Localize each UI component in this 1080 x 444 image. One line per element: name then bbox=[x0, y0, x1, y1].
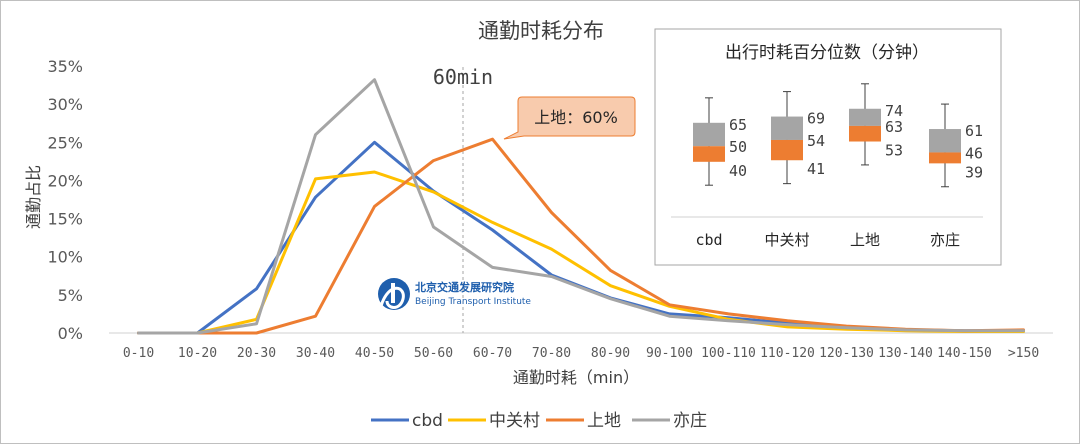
legend-label-0: cbd bbox=[412, 411, 443, 431]
box-category-label: 中关村 bbox=[764, 231, 809, 249]
box-value-label: 61 bbox=[965, 122, 983, 140]
y-axis-title: 通勤占比 bbox=[24, 165, 43, 229]
legend-label-2: 上地 bbox=[587, 411, 621, 431]
box-lower-1 bbox=[771, 139, 803, 161]
callout: 上地：60% bbox=[503, 96, 636, 140]
box-upper-1 bbox=[771, 116, 803, 140]
series-line-3 bbox=[137, 78, 1025, 335]
x-tick-label: >150 bbox=[1008, 346, 1039, 361]
y-tick-label: 30% bbox=[47, 95, 83, 114]
x-tick-label: 120-130 bbox=[819, 346, 874, 361]
x-tick-label: 140-150 bbox=[937, 346, 992, 361]
box-value-label: 54 bbox=[807, 132, 825, 150]
x-tick-label: 130-140 bbox=[878, 346, 933, 361]
logo-name-cn: 北京交通发展研究院 bbox=[415, 280, 514, 294]
threshold-60min-label: 60min bbox=[433, 65, 493, 89]
y-tick-label: 0% bbox=[58, 324, 83, 343]
x-tick-label: 40-50 bbox=[355, 346, 394, 361]
series-lines bbox=[137, 78, 1025, 335]
y-tick-label: 5% bbox=[58, 286, 83, 305]
box-value-label: 40 bbox=[729, 162, 747, 180]
callout-box bbox=[503, 96, 636, 140]
x-tick-label: 100-110 bbox=[701, 346, 756, 361]
x-tick-label: 20-30 bbox=[237, 346, 276, 361]
legend: cbd 中关村 上地 亦庄 bbox=[371, 411, 707, 431]
y-axis-ticks: 0% 5% 10% 15% 20% 25% 30% 35% bbox=[47, 57, 83, 343]
box-value-label: 74 bbox=[885, 102, 903, 120]
box-lower-3 bbox=[929, 152, 961, 164]
box-value-label: 69 bbox=[807, 110, 825, 128]
x-tick-label: 30-40 bbox=[296, 346, 335, 361]
x-tick-label: 70-80 bbox=[532, 346, 571, 361]
x-tick-label: 10-20 bbox=[178, 346, 217, 361]
logo-name-en: Beijing Transport Institute bbox=[415, 297, 531, 307]
box-lower-0 bbox=[693, 146, 725, 162]
box-upper-3 bbox=[929, 129, 961, 153]
bti-logo: 北京交通发展研究院 Beijing Transport Institute bbox=[378, 278, 531, 310]
x-tick-label: 50-60 bbox=[414, 346, 453, 361]
x-tick-label: 60-70 bbox=[473, 346, 512, 361]
box-value-label: 63 bbox=[885, 118, 903, 136]
box-value-label: 46 bbox=[965, 144, 983, 162]
x-tick-label: 80-90 bbox=[591, 346, 630, 361]
legend-label-3: 亦庄 bbox=[673, 411, 707, 431]
y-tick-label: 10% bbox=[47, 248, 83, 267]
logo-swoosh-icon bbox=[379, 286, 405, 309]
chart-title: 通勤时耗分布 bbox=[478, 19, 604, 43]
box-category-label: cbd bbox=[695, 231, 722, 249]
x-tick-label: 110-120 bbox=[760, 346, 815, 361]
box-lower-2 bbox=[849, 125, 881, 142]
box-category-label: 亦庄 bbox=[930, 231, 960, 249]
box-value-label: 53 bbox=[885, 142, 903, 160]
callout-label: 上地：60% bbox=[534, 108, 618, 127]
x-tick-label: 0-10 bbox=[123, 346, 154, 361]
x-axis-ticks: 0-10 10-20 20-30 30-40 40-50 50-60 60-70 70-80 8… bbox=[123, 346, 1039, 361]
box-category-label: 上地 bbox=[850, 231, 880, 249]
box-upper-0 bbox=[693, 122, 725, 147]
box-upper-2 bbox=[849, 108, 881, 126]
y-tick-label: 15% bbox=[47, 210, 83, 229]
x-tick-label: 90-100 bbox=[646, 346, 693, 361]
y-tick-label: 20% bbox=[47, 171, 83, 190]
x-axis-title: 通勤时耗（min） bbox=[513, 368, 639, 387]
y-tick-label: 25% bbox=[47, 133, 83, 152]
box-value-label: 39 bbox=[965, 163, 983, 181]
inset-title: 出行时耗百分位数（分钟） bbox=[725, 43, 929, 63]
inset-panel: 出行时耗百分位数（分钟） 655040cbd695441中关村746353上地6… bbox=[654, 28, 1002, 266]
box-value-label: 50 bbox=[729, 138, 747, 156]
y-tick-label: 35% bbox=[47, 57, 83, 76]
box-value-label: 41 bbox=[807, 160, 825, 178]
logo-bar-icon bbox=[391, 283, 395, 303]
legend-label-1: 中关村 bbox=[489, 411, 540, 431]
box-value-label: 65 bbox=[729, 116, 747, 134]
